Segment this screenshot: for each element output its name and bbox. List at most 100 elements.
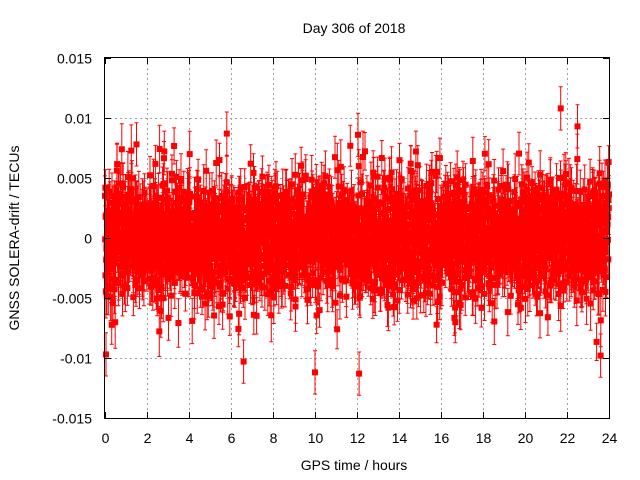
data-point [475,250,482,257]
data-point [439,253,446,260]
data-point [186,210,193,217]
data-point [120,184,127,191]
data-point [232,275,239,282]
data-point [332,299,339,306]
data-point [157,220,164,227]
data-point [542,243,549,249]
x-tick-label: 6 [228,430,236,446]
data-point [129,215,136,222]
data-point [315,283,322,290]
data-point [576,205,583,212]
data-point [176,185,183,192]
data-point [327,268,334,275]
data-point [156,328,163,335]
data-point [378,220,385,227]
data-point [524,174,531,181]
data-point [373,269,380,276]
data-point [124,285,131,292]
data-point [432,238,439,245]
data-point [591,188,598,194]
data-point [517,200,524,207]
data-point [492,275,498,281]
data-point [262,254,269,261]
data-point [414,243,421,250]
data-point [534,216,541,223]
data-point [554,195,560,202]
data-point [281,250,288,257]
data-point [127,198,134,205]
data-point [391,304,398,310]
data-point [380,225,387,232]
data-point [417,292,424,299]
data-point [191,282,198,289]
data-point [473,229,480,236]
data-point [253,312,260,319]
data-point [392,224,399,231]
data-point [217,283,224,290]
data-point [391,204,398,211]
data-point [380,200,386,207]
data-point [235,189,242,196]
data-point [391,281,398,288]
data-point [102,184,109,191]
data-point [281,246,288,253]
data-point [419,258,426,265]
data-point [270,242,277,249]
data-point [478,191,484,198]
data-point [568,185,575,192]
data-point [106,212,113,219]
x-axis-title: GPS time / hours [301,457,408,473]
data-point [250,169,257,176]
data-point [401,232,408,239]
data-point [562,266,569,273]
data-point [484,182,490,189]
data-point [530,269,537,276]
data-point [249,249,256,256]
data-point [559,210,566,217]
data-point [247,160,254,167]
data-point [203,167,210,174]
data-point [496,259,503,266]
data-point [527,258,534,265]
data-point [204,290,211,297]
data-point [112,277,118,284]
data-point [536,255,542,262]
data-point [382,248,389,255]
data-point [161,148,168,155]
data-point [367,285,374,292]
data-point [215,254,222,261]
data-point [205,276,212,283]
data-point [571,282,578,289]
data-point [584,261,591,267]
data-point [444,248,451,255]
data-point [408,168,414,174]
data-point [132,238,139,245]
data-point [500,238,507,245]
data-point [110,236,117,242]
data-point [432,211,439,218]
data-point [515,301,521,308]
data-point [576,256,583,263]
data-point [466,263,473,269]
data-point [119,209,125,216]
data-point [456,278,463,285]
data-point [318,240,325,247]
x-tick-label: 14 [392,430,408,446]
data-point [460,187,467,194]
data-point [198,261,205,268]
data-point [374,184,381,191]
data-point [512,228,519,235]
data-point [238,214,244,221]
data-point [592,236,599,243]
data-point [450,202,457,209]
data-point [211,195,218,202]
data-point [489,246,496,253]
data-point [189,317,196,324]
data-point [298,222,305,229]
data-point [404,222,411,229]
data-point [389,194,396,201]
data-point [239,277,246,284]
data-point [237,281,244,288]
data-point [237,235,243,242]
data-point [452,304,459,311]
